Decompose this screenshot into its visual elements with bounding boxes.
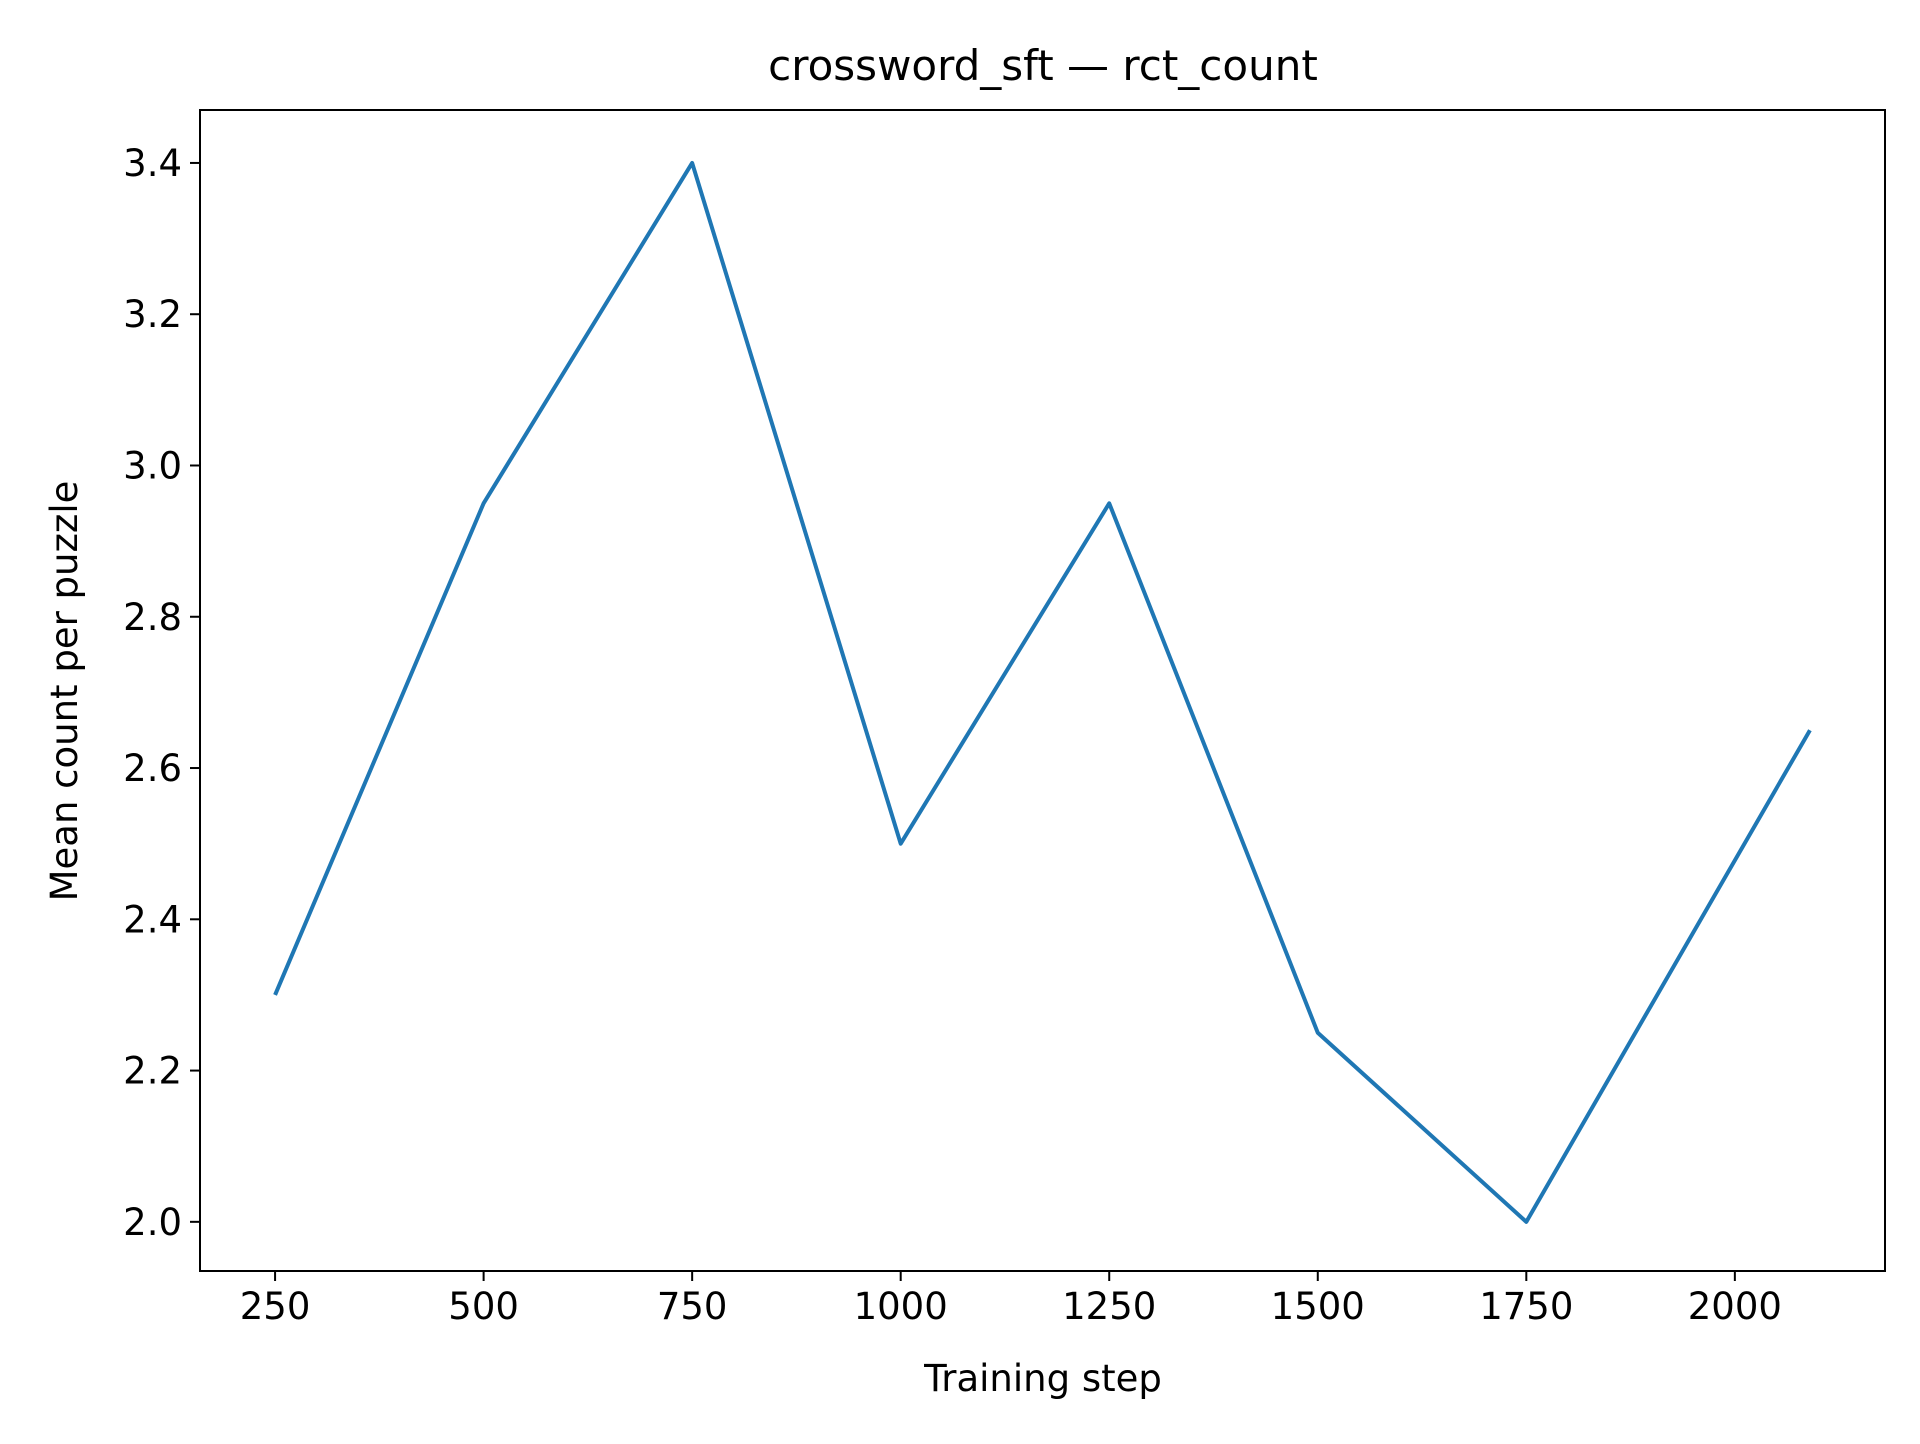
series-line [273,160,1812,1224]
y-tick-label: 3.2 [123,293,182,336]
y-tick-label: 2.0 [123,1201,182,1244]
y-tick-label: 2.4 [123,898,182,941]
x-tick-label: 1750 [1479,1285,1573,1328]
y-tick-label: 3.4 [123,142,182,185]
y-tick-label: 2.6 [123,747,182,790]
x-tick-label: 1000 [854,1285,948,1328]
y-tick-label: 2.2 [123,1050,182,1093]
x-tick-label: 1250 [1062,1285,1156,1328]
y-axis-label: Mean count per puzzle [43,481,86,902]
y-tick-label: 3.0 [123,444,182,487]
plot-area: 250 500 750 1000 1250 1500 1750 2000 2.0 2.2 2.4 2.… [123,109,1886,1328]
x-axis-label: Training step [923,1357,1162,1400]
x-tick-label: 750 [657,1285,728,1328]
chart-title: crossword_sft — rct_count [768,41,1318,90]
x-tick-label: 1500 [1271,1285,1365,1328]
x-tick-label: 2000 [1688,1285,1782,1328]
plot-frame [199,109,1886,1272]
x-tick-label: 250 [240,1285,311,1328]
x-tick-label: 500 [448,1285,519,1328]
y-tick-label: 2.8 [123,596,182,639]
